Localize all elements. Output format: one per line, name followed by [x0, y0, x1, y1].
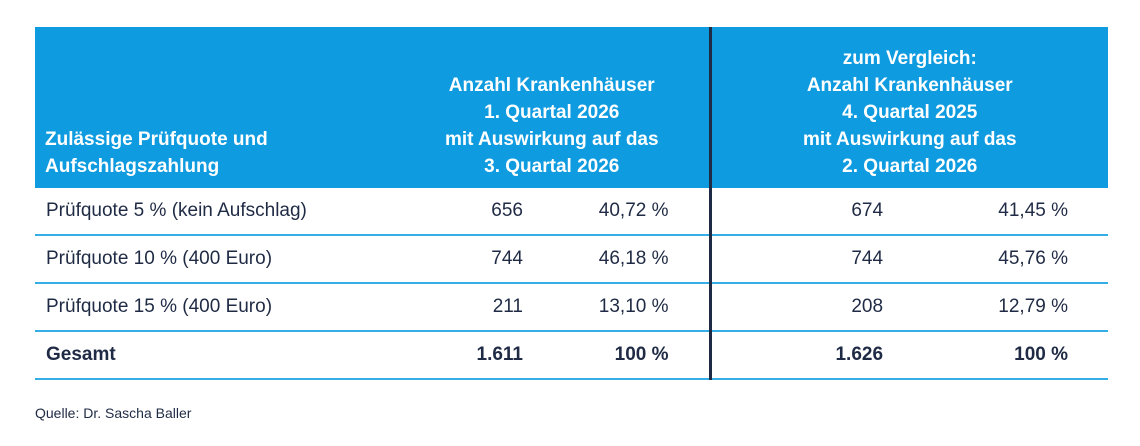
table-row: Prüfquote 15 % (400 Euro) 211 13,10 % 20… — [35, 283, 1109, 332]
pct-q1-2026: 100 % — [535, 331, 711, 380]
row-label: Prüfquote 15 % (400 Euro) — [35, 283, 395, 332]
pct-q1-2026: 46,18 % — [535, 235, 711, 284]
count-q1-2026: 211 — [395, 283, 535, 332]
header-group1-line: 1. Quartal 2026 — [484, 102, 620, 123]
header-group2-line: Anzahl Krankenhäuser — [806, 75, 1013, 96]
row-label: Prüfquote 5 % (kein Aufschlag) — [35, 188, 395, 236]
header-group2-line: zum Vergleich: — [842, 48, 977, 69]
header-group2-line: 2. Quartal 2026 — [842, 156, 978, 177]
pct-q4-2025: 45,76 % — [895, 235, 1109, 284]
hospital-audit-quota-table: Zulässige Prüfquote und Aufschlagszahlun… — [35, 27, 1109, 380]
table-total-row: Gesamt 1.611 100 % 1.626 100 % — [35, 331, 1109, 380]
header-label-line: Aufschlagszahlung — [45, 156, 220, 177]
pct-q1-2026: 40,72 % — [535, 188, 711, 236]
pct-q4-2025: 100 % — [895, 331, 1109, 380]
count-q1-2026: 744 — [395, 235, 535, 284]
header-group2-line: mit Auswirkung auf das — [802, 129, 1017, 150]
header-group1-line: 3. Quartal 2026 — [484, 156, 620, 177]
header-label-column: Zulässige Prüfquote und Aufschlagszahlun… — [35, 27, 395, 188]
header-label-line: Zulässige Prüfquote und — [45, 129, 268, 150]
data-table-container: Zulässige Prüfquote und Aufschlagszahlun… — [35, 27, 1109, 380]
count-q1-2026: 656 — [395, 188, 535, 236]
row-label: Prüfquote 10 % (400 Euro) — [35, 235, 395, 284]
count-q4-2025: 208 — [708, 283, 896, 332]
header-group1-line: mit Auswirkung auf das — [444, 129, 659, 150]
header-group-q1-2026: Anzahl Krankenhäuser 1. Quartal 2026 mit… — [395, 27, 711, 188]
source-note: Quelle: Dr. Sascha Baller — [35, 405, 192, 421]
count-q4-2025: 674 — [708, 188, 896, 236]
pct-q4-2025: 41,45 % — [895, 188, 1109, 236]
count-q1-2026: 1.611 — [395, 331, 535, 380]
header-group-q4-2025: zum Vergleich: Anzahl Krankenhäuser 4. Q… — [708, 27, 1109, 188]
count-q4-2025: 744 — [708, 235, 896, 284]
table-header-row: Zulässige Prüfquote und Aufschlagszahlun… — [35, 27, 1109, 188]
header-group2-line: 4. Quartal 2025 — [842, 102, 978, 123]
pct-q4-2025: 12,79 % — [895, 283, 1109, 332]
row-label: Gesamt — [35, 331, 395, 380]
table-row: Prüfquote 10 % (400 Euro) 744 46,18 % 74… — [35, 235, 1109, 284]
header-group1-line: Anzahl Krankenhäuser — [448, 75, 655, 96]
pct-q1-2026: 13,10 % — [535, 283, 711, 332]
count-q4-2025: 1.626 — [708, 331, 896, 380]
table-row: Prüfquote 5 % (kein Aufschlag) 656 40,72… — [35, 188, 1109, 236]
